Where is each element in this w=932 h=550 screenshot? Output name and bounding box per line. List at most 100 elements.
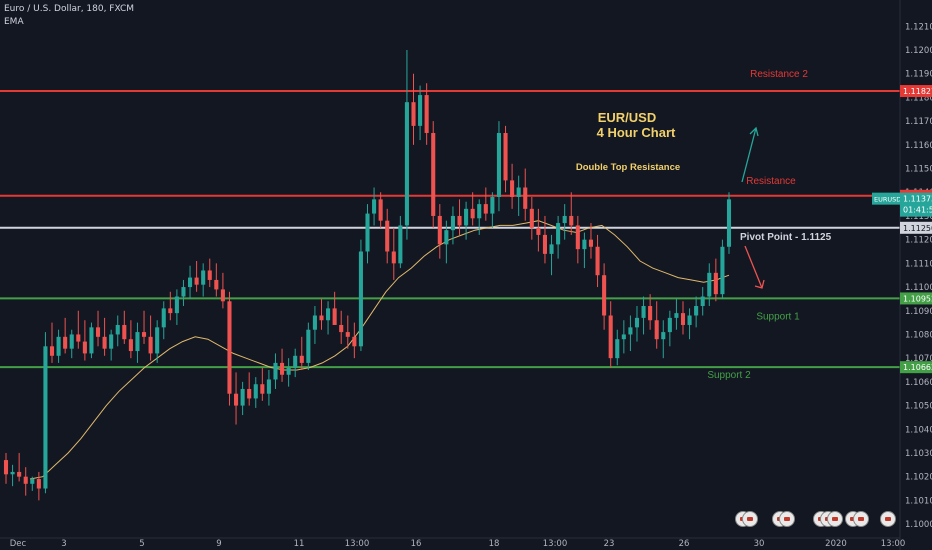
candles-layer <box>3 50 732 501</box>
candle-body <box>23 476 28 484</box>
symbol-tag-text: EURUSD <box>874 196 901 204</box>
candle-body <box>588 239 594 247</box>
symbol-tag <box>872 192 900 205</box>
candle-body <box>128 339 133 352</box>
candle-body <box>306 329 311 363</box>
candle-body <box>365 213 370 252</box>
symbol-title[interactable]: Euro / U.S. Dollar, 180, FXCM <box>4 4 135 14</box>
level-label: Resistance 2 <box>750 69 808 80</box>
x-tick-label: 26 <box>679 539 690 549</box>
candle-body <box>122 324 127 340</box>
candle-body <box>109 334 114 349</box>
level-label: Resistance <box>746 176 796 187</box>
candle-body <box>187 277 193 288</box>
candle-body <box>562 215 567 224</box>
level-price-tag <box>900 85 932 98</box>
candle-body <box>536 227 541 235</box>
candle-body <box>3 460 9 475</box>
candle-body <box>582 239 587 250</box>
candle-body <box>220 289 225 302</box>
event-flag-icon[interactable] <box>827 511 843 527</box>
countdown-text: 01:41:51 <box>903 206 932 215</box>
candle-body <box>253 384 258 399</box>
y-tick-label: 1.10000 <box>905 520 932 530</box>
x-tick-label: 13:00 <box>543 539 568 549</box>
candle-body <box>496 132 501 197</box>
candle-body <box>680 313 686 325</box>
y-tick-label: 1.11800 <box>905 93 932 103</box>
y-tick-label: 1.11300 <box>905 212 932 222</box>
candle-body <box>141 332 147 337</box>
level-price-tag-text: 1.11827 <box>903 87 932 96</box>
event-flag-icon[interactable] <box>779 511 795 527</box>
candle-body <box>542 234 548 254</box>
candle-body <box>115 324 120 335</box>
candle-body <box>713 272 718 295</box>
candle-body <box>385 220 390 252</box>
chart-title-line1: EUR/USD <box>598 110 657 125</box>
x-tick-label: Dec <box>10 539 27 549</box>
y-tick-label: 1.10100 <box>905 496 932 506</box>
candle-body <box>372 199 377 214</box>
candle-body <box>194 277 199 285</box>
candle-body <box>575 225 580 250</box>
candle-body <box>76 334 81 342</box>
candle-body <box>378 199 383 221</box>
candle-body <box>431 132 436 216</box>
candle-body <box>49 346 55 356</box>
annotations-layer: EUR/USD 4 Hour Chart Double Top Resistan… <box>576 110 680 173</box>
candle-body <box>10 471 15 475</box>
x-tick-label: 5 <box>139 539 144 549</box>
candle-body <box>569 215 574 226</box>
candle-body <box>63 336 68 349</box>
down-arrow-line <box>744 245 763 289</box>
x-tick-label: 11 <box>294 539 305 549</box>
y-tick-label: 1.10300 <box>905 449 932 459</box>
candle-body <box>437 215 442 245</box>
indicator-label[interactable]: EMA <box>4 17 24 27</box>
event-flag-icon[interactable] <box>853 511 869 527</box>
y-tick-label: 1.11000 <box>905 283 932 293</box>
current-price-tag <box>900 192 932 217</box>
level-price-tag <box>900 292 932 305</box>
candle-body <box>326 308 331 321</box>
candle-body <box>43 346 48 489</box>
candle-body <box>102 336 107 349</box>
candle-body <box>720 246 725 295</box>
candle-body <box>312 315 317 330</box>
candle-body <box>595 246 600 276</box>
candle-body <box>207 270 212 280</box>
candle-body <box>641 306 646 318</box>
candle-body <box>148 336 153 354</box>
y-tick-label: 1.10200 <box>905 473 932 483</box>
y-tick-label: 1.11600 <box>905 141 932 151</box>
x-tick-label: 30 <box>754 539 765 549</box>
candle-body <box>69 334 74 349</box>
ema-layer <box>29 220 730 480</box>
y-tick-label: 1.10600 <box>905 378 932 388</box>
x-tick-label: 13:00 <box>345 539 370 549</box>
candle-body <box>674 313 679 318</box>
candle-body <box>56 336 61 356</box>
candle-body <box>450 215 455 231</box>
candle-body <box>95 327 101 337</box>
x-tick-label: 13:00 <box>881 539 906 549</box>
y-tick-label: 1.12100 <box>905 22 932 32</box>
event-flag-icon[interactable] <box>742 511 758 527</box>
double-top-note: Double Top Resistance <box>576 162 680 173</box>
level-label: Pivot Point - 1.1125 <box>740 232 832 243</box>
level-price-tag <box>900 361 932 374</box>
candle-body <box>687 315 692 325</box>
y-tick-label: 1.11200 <box>905 236 932 246</box>
candle-body <box>726 199 732 247</box>
x-axis-ticks: Dec 3 5 9 11 13:00 16 18 13:00 23 26 30 2020 13:00 <box>10 539 905 549</box>
candle-body <box>648 306 653 321</box>
candle-body <box>89 327 94 354</box>
y-tick-label: 1.10900 <box>905 307 932 317</box>
x-tick-label: 23 <box>604 539 615 549</box>
price-tags-layer: 1.118271.113851.112501.109521.10662EURUS… <box>872 85 932 374</box>
candle-body <box>201 270 206 285</box>
candle-body <box>608 315 613 359</box>
event-flag-icon[interactable] <box>880 511 896 527</box>
